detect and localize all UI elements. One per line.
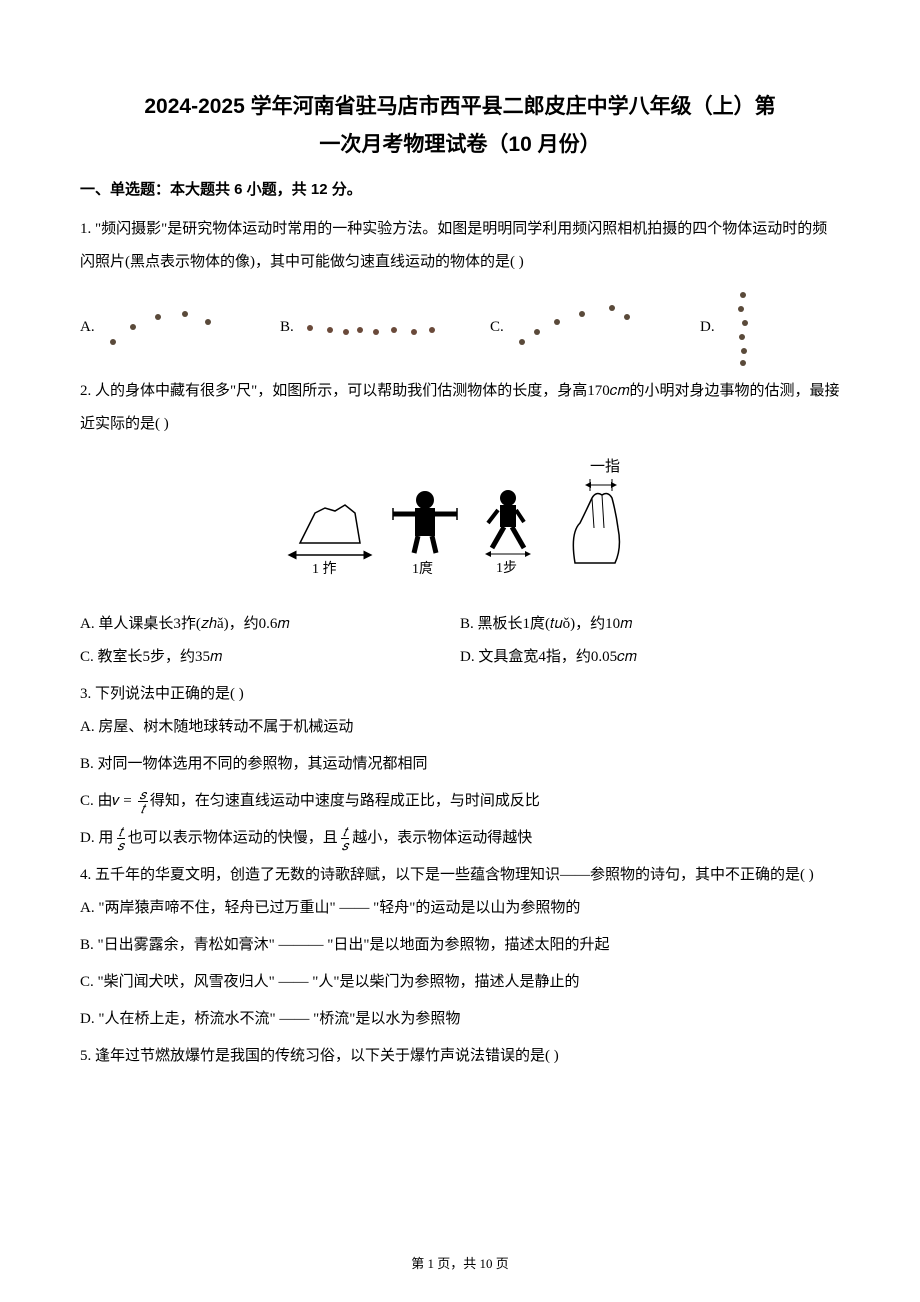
q2-text: 2. 人的身体中藏有很多"尺"，如图所示，可以帮助我们估测物体的长度，身高170… [80,375,840,441]
question-2: 2. 人的身体中藏有很多"尺"，如图所示，可以帮助我们估测物体的长度，身高170… [80,375,840,674]
q3-C-pre: C. 由𝑣 = [80,793,136,809]
q2-fig-tuo: 1庹 [393,491,457,577]
q4-option-C: C. "柴门闻犬吠，风雪夜归人" —— "人"是以柴门为参照物，描述人是静止的 [80,966,840,999]
q1-label-D: D. [700,311,715,344]
q3-D-pre: D. 用 [80,830,113,846]
q2-option-A: A. 单人课桌长3拃(𝑧ℎǎ)，约0.6𝑚 [80,608,460,641]
q1-options-row: A. B. C. D. [80,287,840,367]
q4-option-D: D. "人在桥上走，桥流水不流" —— "桥流"是以水为参照物 [80,1003,840,1036]
question-3: 3. 下列说法中正确的是( ) A. 房屋、树木随地球转动不属于机械运动 B. … [80,678,840,855]
q3-options: A. 房屋、树木随地球转动不属于机械运动 B. 对同一物体选用不同的参照物，其运… [80,711,840,855]
q4-text: 4. 五千年的华夏文明，创造了无数的诗歌辞赋，以下是一些蕴含物理知识——参照物的… [80,859,840,892]
q4-options: A. "两岸猿声啼不住，轻舟已过万重山" —— "轻舟"的运动是以山为参照物的 … [80,892,840,1036]
page-footer: 第 1 页，共 10 页 [0,1253,920,1272]
q2-option-D: D. 文具盒宽4指，约0.05𝑐𝑚 [460,641,840,674]
q1-label-A: A. [80,311,95,344]
q3-D-post: 越小，表示物体运动得越快 [352,830,532,846]
q2-figure: 一指 1 拃 1庹 [80,453,840,596]
q3-option-C: C. 由𝑣 = 𝑠𝑡得知，在匀速直线运动中速度与路程成正比，与时间成反比 [80,785,840,818]
title-line1: 2024-2025 学年河南省驻马店市西平县二郎皮庄中学八年级（上）第 [80,90,840,120]
q2-fig-hand: 1 拃 [295,505,365,577]
q1-option-D: D. [700,287,810,367]
q2-option-C: C. 教室长5步，约35𝑚 [80,641,460,674]
q1-label-C: C. [490,311,504,344]
q1-dots-A [103,302,213,352]
q1-label-B: B. [280,311,294,344]
title-line2: 一次月考物理试卷（10 月份） [80,128,840,158]
q2-fig-bu: 1步 [488,490,526,576]
q4-option-A: A. "两岸猿声啼不住，轻舟已过万重山" —— "轻舟"的运动是以山为参照物的 [80,892,840,925]
q2-fig-zhi [573,479,619,563]
q1-text: 1. "频闪摄影"是研究物体运动时常用的一种实验方法。如图是明明同学利用频闪照相… [80,213,840,279]
svg-text:1步: 1步 [496,560,517,576]
svg-text:1庹: 1庹 [412,560,433,577]
q2-figure-svg: 一指 1 拃 1庹 [280,453,640,583]
q3-C-frac: 𝑠𝑡 [138,788,148,815]
q2-fig-zhi-label: 一指 [590,458,620,475]
q3-D-mid: 也可以表示物体运动的快慢，且 [128,830,338,846]
question-4: 4. 五千年的华夏文明，创造了无数的诗歌辞赋，以下是一些蕴含物理知识——参照物的… [80,859,840,1036]
q1-dots-C [512,302,632,352]
question-1: 1. "频闪摄影"是研究物体运动时常用的一种实验方法。如图是明明同学利用频闪照相… [80,213,840,367]
svg-text:1 拃: 1 拃 [312,561,337,577]
q1-option-C: C. [490,302,700,352]
q3-D-frac2: 𝑡𝑠 [340,825,350,852]
q3-C-post: 得知，在匀速直线运动中速度与路程成正比，与时间成反比 [150,793,540,809]
q3-option-A: A. 房屋、树木随地球转动不属于机械运动 [80,711,840,744]
q3-option-D: D. 用𝑡𝑠也可以表示物体运动的快慢，且𝑡𝑠越小，表示物体运动得越快 [80,822,840,855]
q1-dots-D [723,287,763,367]
question-5: 5. 逢年过节燃放爆竹是我国的传统习俗，以下关于爆竹声说法错误的是( ) [80,1040,840,1073]
q3-option-B: B. 对同一物体选用不同的参照物，其运动情况都相同 [80,748,840,781]
q1-option-A: A. [80,302,280,352]
q3-D-frac1: 𝑡𝑠 [115,825,125,852]
q1-option-B: B. [280,310,490,345]
q2-options: A. 单人课桌长3拃(𝑧ℎǎ)，约0.6𝑚 B. 黑板长1庹(𝑡𝑢ǒ)，约10𝑚… [80,608,840,674]
q1-dots-B [302,310,442,345]
section-header: 一、单选题：本大题共 6 小题，共 12 分。 [80,178,840,199]
q2-option-B: B. 黑板长1庹(𝑡𝑢ǒ)，约10𝑚 [460,608,840,641]
q3-text: 3. 下列说法中正确的是( ) [80,678,840,711]
q5-text: 5. 逢年过节燃放爆竹是我国的传统习俗，以下关于爆竹声说法错误的是( ) [80,1040,840,1073]
q4-option-B: B. "日出雾露余，青松如膏沐" ——— "日出"是以地面为参照物，描述太阳的升… [80,929,840,962]
